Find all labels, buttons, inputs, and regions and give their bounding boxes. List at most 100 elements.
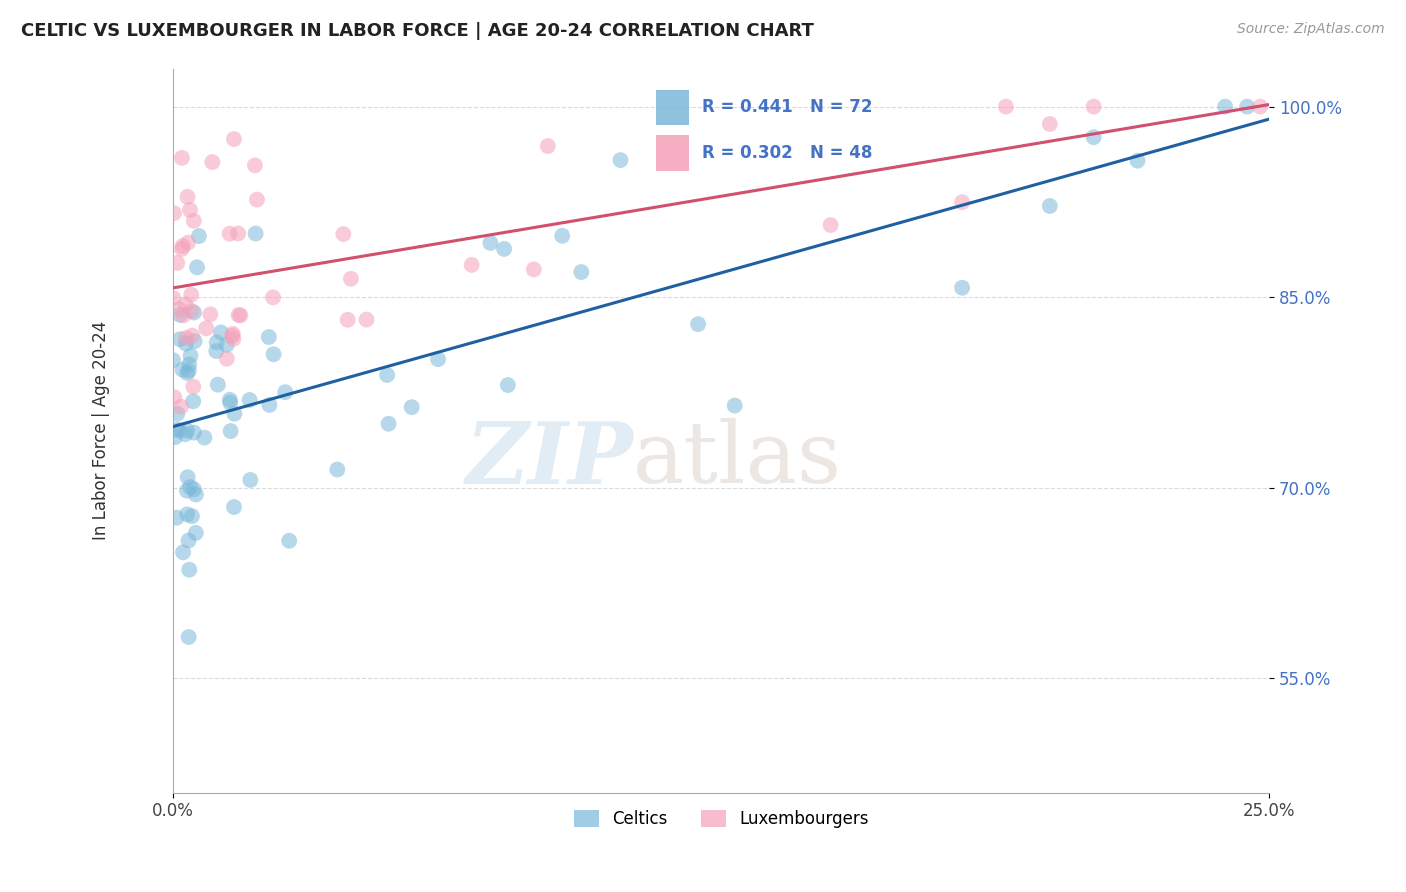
Point [340,272,363,286]
Point [181,328,204,343]
Point [222,332,245,346]
Point [246,193,269,207]
Point [174,427,197,442]
Point [172,309,194,323]
Point [609,153,631,167]
Point [176,366,198,380]
Point [222,326,245,341]
Point [176,190,198,204]
Point [218,392,240,407]
Point [166,510,188,524]
Point [186,260,208,275]
Point [166,407,188,421]
Point [163,390,186,404]
Point [179,480,201,494]
Point [177,630,200,644]
Point [169,308,191,322]
Point [180,304,202,318]
Point [193,431,215,445]
Point [336,313,359,327]
Point [179,358,201,372]
Point [994,100,1017,114]
Point [165,430,187,444]
Point [166,423,188,437]
Point [170,242,193,256]
Point [263,347,285,361]
Point [401,400,423,414]
Point [460,258,482,272]
Point [180,287,202,301]
Point [1083,130,1105,145]
Point [181,394,204,409]
Point [170,400,193,414]
Point [179,202,201,217]
Point [224,407,246,421]
Point [215,338,238,352]
Point [184,487,207,501]
Point [950,281,973,295]
Text: CELTIC VS LUXEMBOURGER IN LABOR FORCE | AGE 20-24 CORRELATION CHART: CELTIC VS LUXEMBOURGER IN LABOR FORCE | … [21,22,814,40]
Point [183,483,205,497]
Point [262,290,284,304]
Point [176,424,198,438]
Point [239,473,262,487]
Point [228,308,250,322]
Point [229,309,252,323]
Point [172,545,194,559]
Point [215,351,238,366]
Point [172,239,194,253]
Point [181,379,204,393]
Point [479,235,502,250]
Point [219,424,242,438]
Point [1236,100,1258,114]
Point [200,307,222,321]
Point [1126,153,1149,168]
Point [174,336,197,351]
Point [174,331,197,345]
Point [688,317,710,331]
Point [219,395,242,409]
Point [177,235,200,250]
Point [222,132,245,146]
Text: ZIP: ZIP [465,417,633,501]
Point [176,483,198,498]
Point [226,227,249,241]
Point [1039,117,1062,131]
Point [163,206,186,220]
Point [166,256,188,270]
Point [172,362,194,376]
Point [179,563,201,577]
Point [195,321,218,335]
Point [569,265,592,279]
Point [537,139,560,153]
Point [377,417,399,431]
Point [167,302,190,317]
Point [1213,100,1236,114]
Point [177,533,200,548]
Point [176,508,198,522]
Point [209,326,232,340]
Point [326,462,349,476]
Point [218,227,240,241]
Point [551,228,574,243]
Point [1039,199,1062,213]
Point [183,305,205,319]
Point [820,218,842,232]
Point [184,525,207,540]
Point [188,229,211,244]
Point [177,364,200,378]
Point [259,398,281,412]
Point [180,349,202,363]
Point [523,262,546,277]
Point [183,214,205,228]
Point [174,297,197,311]
Point [494,242,516,256]
Point [222,500,245,514]
Point [205,335,228,350]
Point [169,424,191,438]
Point [274,385,297,400]
Point [201,155,224,169]
Point [257,330,280,344]
Point [176,470,198,484]
Point [239,392,262,407]
